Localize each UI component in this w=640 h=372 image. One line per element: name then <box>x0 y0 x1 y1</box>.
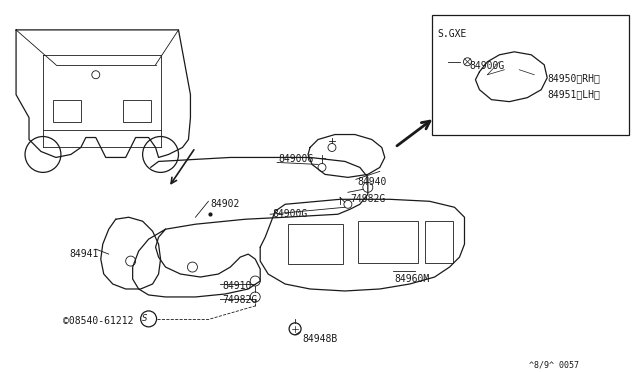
Bar <box>431 15 629 135</box>
Bar <box>123 100 150 122</box>
Bar <box>358 221 418 263</box>
Text: 84960M: 84960M <box>395 274 430 284</box>
Text: 84910: 84910 <box>222 281 252 291</box>
Text: 74982G: 74982G <box>222 295 257 305</box>
Bar <box>288 224 343 264</box>
Bar <box>424 221 452 263</box>
Text: ^8/9^ 0057: ^8/9^ 0057 <box>529 361 579 370</box>
Text: 74982G: 74982G <box>350 194 385 204</box>
Text: 84951〈LH〉: 84951〈LH〉 <box>547 89 600 99</box>
Text: 84940: 84940 <box>358 177 387 187</box>
Bar <box>53 100 81 122</box>
Text: 84950〈RH〉: 84950〈RH〉 <box>547 73 600 83</box>
Text: S: S <box>142 314 147 323</box>
Text: S.GXE: S.GXE <box>438 29 467 39</box>
Text: ©08540-61212: ©08540-61212 <box>63 316 133 326</box>
Text: 84900G: 84900G <box>272 209 307 219</box>
Text: 84900G: 84900G <box>470 61 505 71</box>
Text: 84900G: 84900G <box>278 154 314 164</box>
Text: 84902: 84902 <box>211 199 240 209</box>
Text: 84941: 84941 <box>69 249 99 259</box>
Text: 84948B: 84948B <box>302 334 337 344</box>
